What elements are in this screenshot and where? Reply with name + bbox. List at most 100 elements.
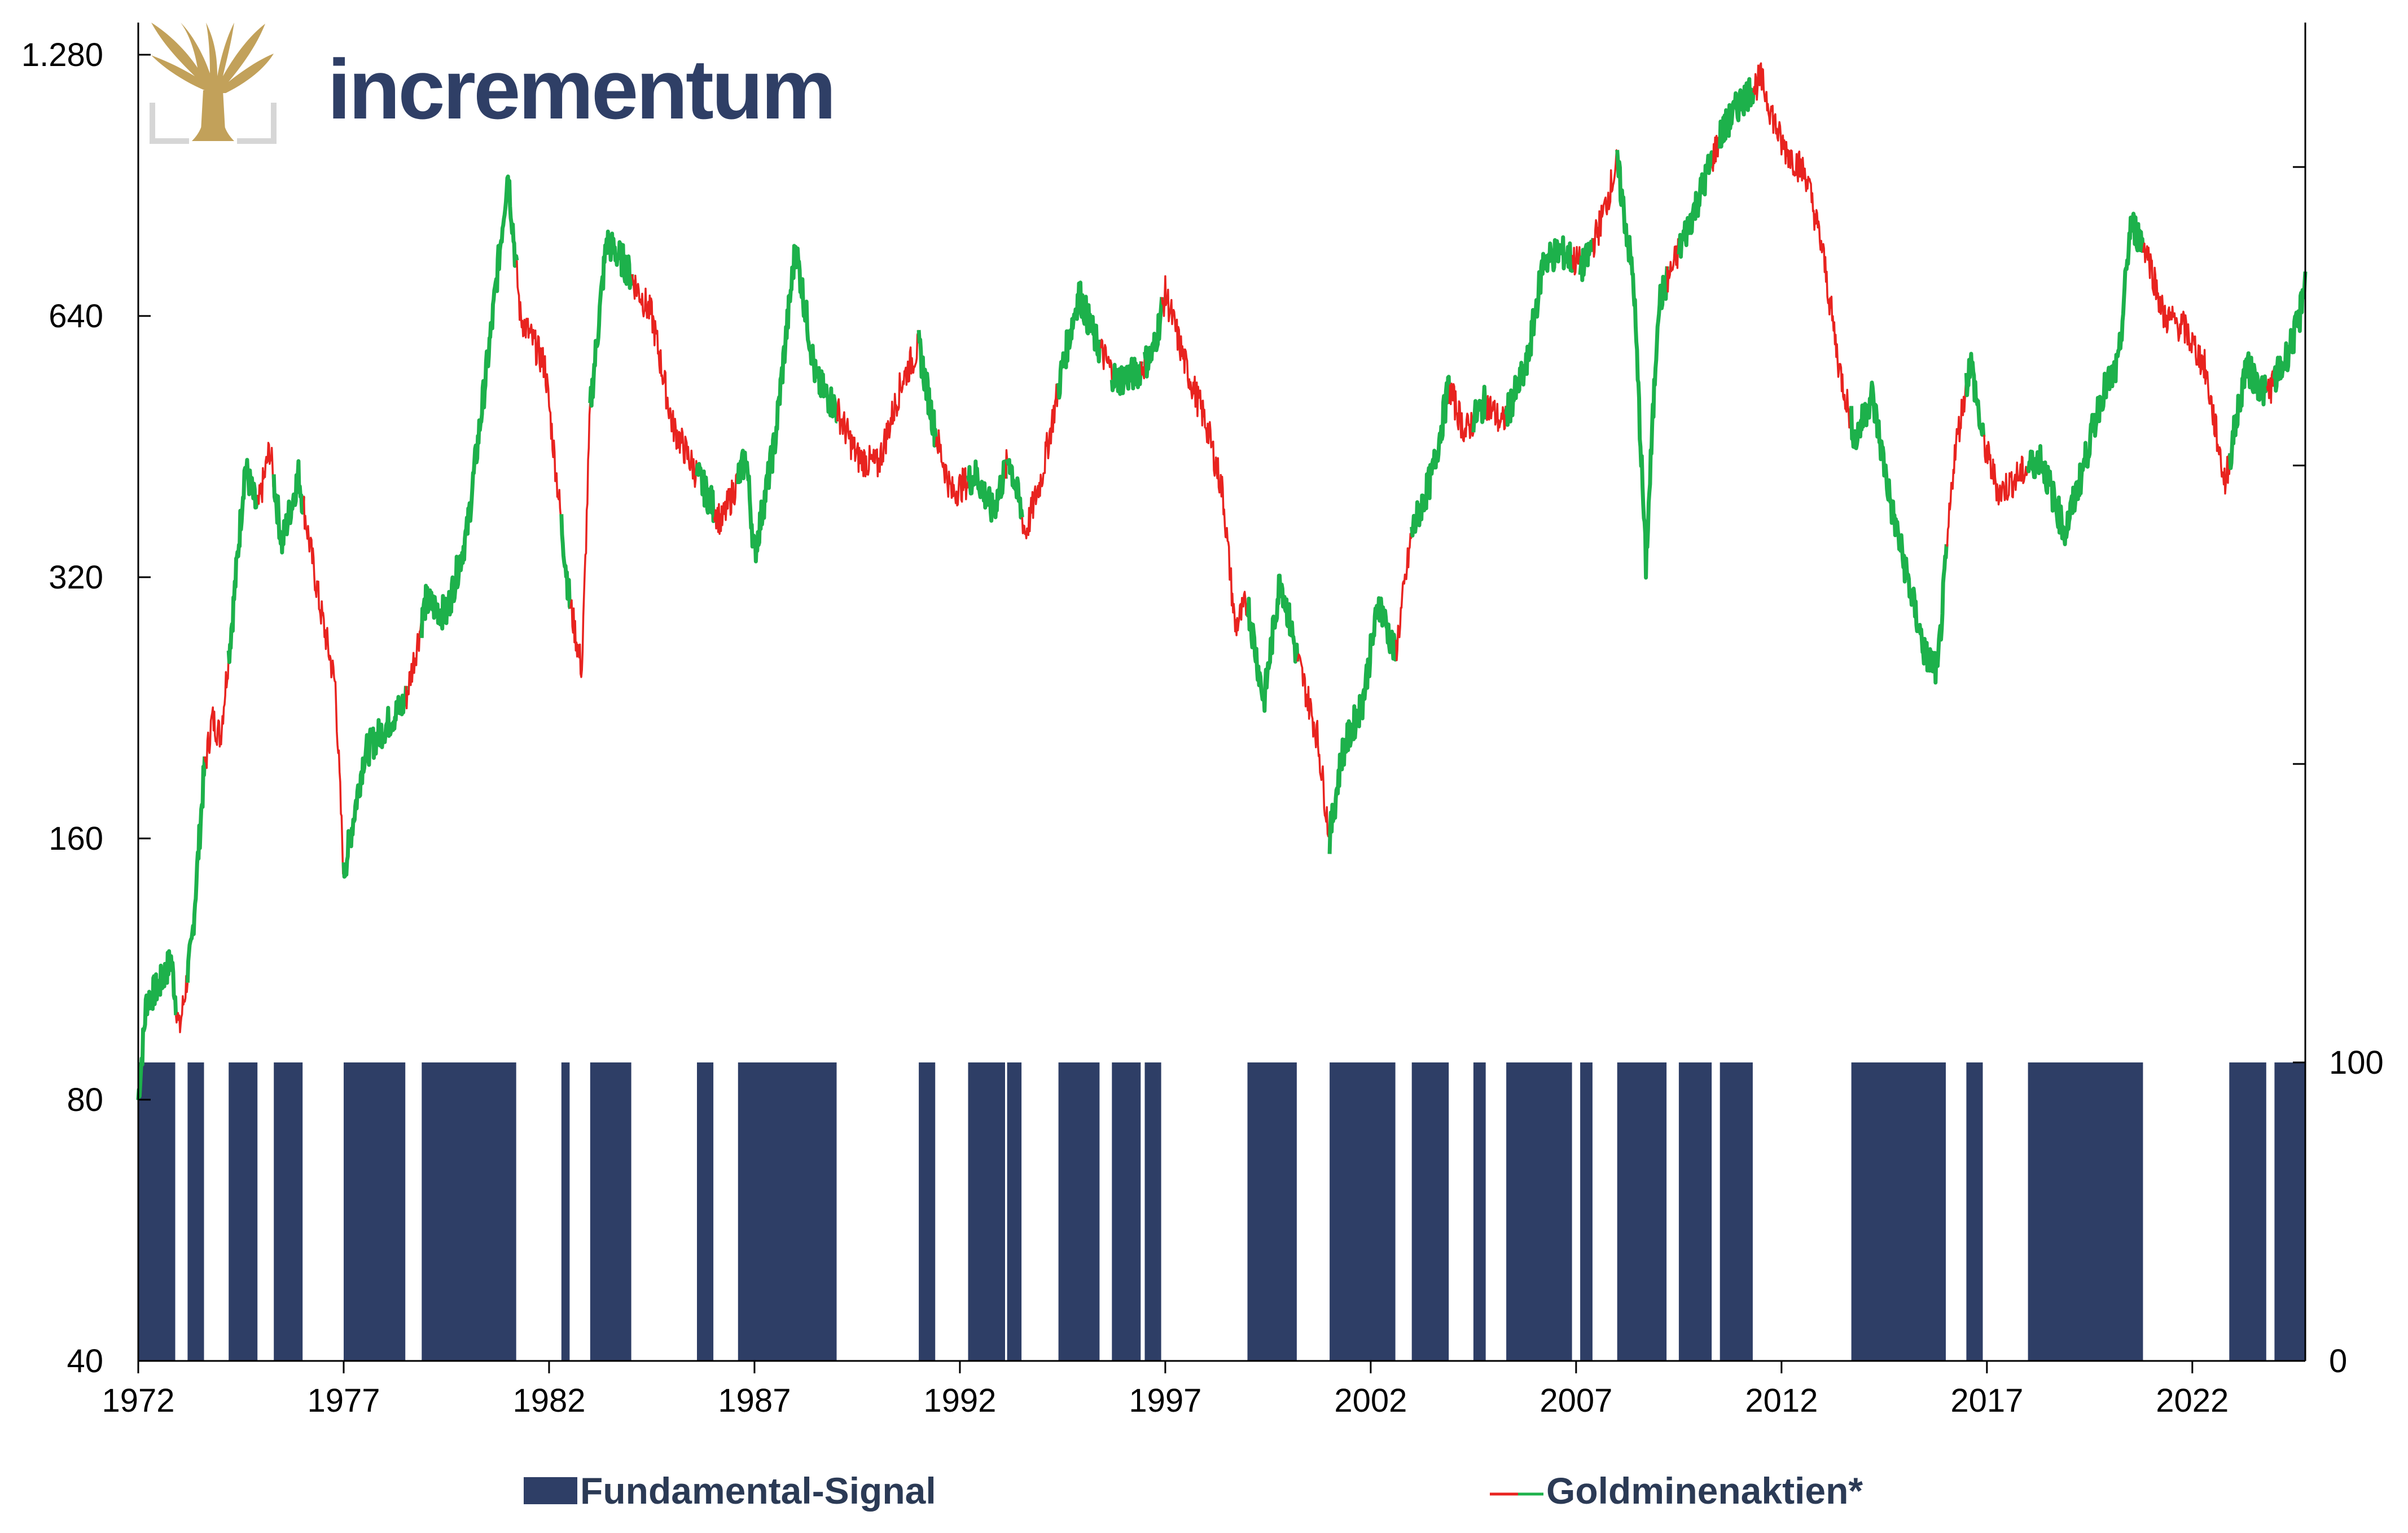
brand-logo: incrementum (150, 23, 836, 144)
signal-bar (738, 1062, 837, 1361)
stock-line-buy-segment (1327, 596, 1398, 854)
stock-line-buy-segment (916, 330, 938, 448)
stock-line-buy-segment (559, 514, 572, 609)
stock-line-buy-segment (1849, 380, 1949, 685)
stock-line-sell-segment (1982, 434, 2029, 506)
stock-line-sell-segment (1666, 238, 1680, 293)
x-tick-label: 1992 (923, 1382, 996, 1419)
stock-line-sell-segment (2142, 242, 2231, 495)
signal-bar (1411, 1062, 1449, 1361)
right-tick-label: 0 (2329, 1343, 2347, 1380)
x-tick-label: 2007 (1539, 1382, 1612, 1419)
stock-line-buy-segment (1471, 384, 1489, 433)
stock-line-sell-segment (1161, 275, 1249, 636)
stock-line-buy-segment (2272, 271, 2308, 393)
stock-line-sell-segment (713, 473, 739, 535)
signal-bar (274, 1062, 303, 1361)
stock-line-buy-segment (588, 229, 634, 408)
signal-bar (2274, 1062, 2305, 1361)
stock-line-buy-segment (1109, 357, 1143, 396)
signal-bar (1144, 1062, 1161, 1361)
signal-bar (1720, 1062, 1753, 1361)
left-tick-label: 80 (67, 1082, 103, 1118)
signal-bar (2028, 1062, 2143, 1361)
stock-line-buy-segment (419, 174, 519, 638)
stock-line-sell-segment (516, 260, 563, 517)
x-tick-label: 2022 (2156, 1382, 2229, 1419)
x-tick-label: 1972 (102, 1382, 174, 1419)
stock-line-buy-segment (2228, 351, 2269, 471)
signal-bar (968, 1062, 1005, 1361)
legend-label-signal: Fundamental-Signal (580, 1470, 936, 1512)
signal-bar (919, 1062, 936, 1361)
signal-bar (1330, 1062, 1396, 1361)
x-tick-label: 1982 (512, 1382, 585, 1419)
stock-line-sell-segment (631, 274, 698, 488)
stock-line-buy-segment (695, 462, 716, 524)
stock-line-buy-segment (271, 459, 305, 555)
stock-line-sell-segment (1099, 339, 1113, 380)
stock-line-sell-segment (257, 442, 275, 505)
signal-bar (1506, 1062, 1572, 1361)
signal-bar (1473, 1062, 1486, 1361)
stock-line-sell-segment (1021, 383, 1060, 539)
signal-bar (1966, 1062, 1983, 1361)
legend-swatch-signal (524, 1477, 577, 1504)
signal-bar (187, 1062, 204, 1361)
stock-line-sell-segment (1395, 526, 1413, 661)
stock-line-sell-segment (1448, 383, 1475, 442)
signal-bar (422, 1062, 516, 1361)
stock-line-buy-segment (1056, 280, 1103, 400)
x-tick-label: 1997 (1129, 1382, 1201, 1419)
brand-name: incrementum (327, 42, 834, 137)
stock-line-buy-segment (1504, 235, 1575, 427)
stock-line-sell-segment (1752, 62, 1853, 429)
stock-line-sell-segment (1296, 653, 1331, 854)
stock-line-sell-segment (1140, 352, 1146, 380)
stock-line-buy-segment (1964, 352, 1986, 437)
left-tick-label: 1.280 (21, 37, 103, 73)
stock-line-buy-segment (1718, 77, 1756, 149)
stock-line-buy-segment (1578, 238, 1595, 282)
left-tick-label: 640 (49, 298, 103, 335)
legend-label-stock: Goldminenaktien* (1546, 1470, 1863, 1512)
x-tick-label: 1977 (307, 1382, 380, 1419)
stock-line-buy-segment (2026, 212, 2145, 547)
signal-bars (138, 1062, 2305, 1361)
tree-icon (150, 23, 277, 144)
signal-bar (344, 1062, 406, 1361)
stock-line-sell-segment (1005, 449, 1008, 479)
stock-line-sell-segment (203, 651, 230, 769)
stock-line-buy-segment (1143, 297, 1164, 379)
stock-line-sell-segment (1592, 149, 1618, 258)
signal-bar (1058, 1062, 1100, 1361)
x-tick-label: 1987 (718, 1382, 791, 1419)
left-tick-label: 40 (67, 1343, 103, 1380)
stock-line (136, 62, 2308, 1100)
x-tick-label: 2002 (1334, 1382, 1407, 1419)
stock-line-buy-segment (966, 459, 1008, 523)
signal-bar (1617, 1062, 1667, 1361)
left-tick-label: 320 (49, 559, 103, 596)
signal-bar (229, 1062, 258, 1361)
stock-line-buy-segment (736, 244, 839, 564)
signal-bar (1247, 1062, 1297, 1361)
right-y-axis: 0 100 (2293, 166, 2384, 1380)
stock-line-sell-segment (569, 403, 591, 678)
x-tick-label: 2012 (1745, 1382, 1818, 1419)
stock-line-sell-segment (174, 975, 189, 1034)
signal-bar (2229, 1062, 2266, 1361)
stock-line-sell-segment (935, 429, 970, 507)
signal-bar (1112, 1062, 1141, 1361)
stock-line-sell-segment (302, 495, 345, 875)
stock-line-buy-segment (136, 949, 178, 1100)
signal-bar (561, 1062, 570, 1361)
stock-line-buy-segment (341, 686, 408, 879)
signal-bar (1007, 1062, 1022, 1361)
stock-line-buy-segment (1615, 150, 1669, 580)
legend: Fundamental-Signal Goldminenaktien* (524, 1470, 1863, 1512)
signal-bar (1851, 1062, 1946, 1361)
axes (137, 23, 2306, 1362)
signal-bar (697, 1062, 714, 1361)
